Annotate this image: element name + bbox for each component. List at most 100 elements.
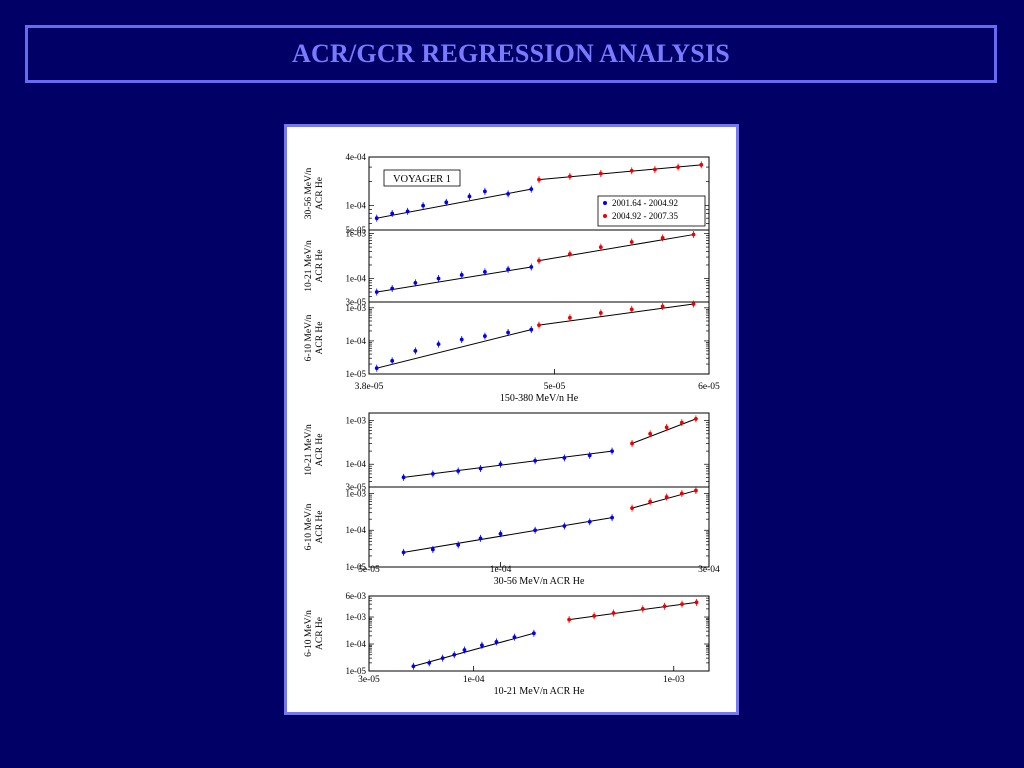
legend-marker bbox=[603, 214, 607, 218]
data-point bbox=[413, 348, 418, 353]
y-tick-label: 3e-05 bbox=[346, 482, 367, 492]
y-tick-label: 1e-05 bbox=[346, 666, 367, 676]
y-tick-label: 1e-03 bbox=[346, 488, 367, 498]
data-point bbox=[512, 635, 517, 640]
y-tick-label: 1e-04 bbox=[346, 201, 367, 211]
data-point bbox=[568, 315, 572, 320]
data-point bbox=[568, 252, 572, 256]
data-point bbox=[467, 194, 472, 199]
fit-line bbox=[376, 266, 532, 293]
y-tick-label: 1e-04 bbox=[346, 525, 367, 535]
data-point bbox=[374, 290, 379, 294]
data-point bbox=[694, 600, 699, 605]
data-point bbox=[459, 337, 464, 342]
data-point bbox=[436, 342, 441, 347]
data-point bbox=[456, 542, 461, 547]
data-point bbox=[630, 441, 634, 446]
y-tick-label: 1e-03 bbox=[346, 303, 367, 313]
data-point bbox=[598, 245, 603, 249]
figure-frame: 4e-04 1e-04 5e-05 30-56 MeV/n ACR He 1e-03 1e-… bbox=[284, 124, 739, 715]
plot-panel bbox=[368, 412, 710, 488]
data-point bbox=[506, 191, 510, 196]
data-point bbox=[694, 488, 698, 493]
data-point bbox=[498, 462, 503, 467]
data-point bbox=[506, 267, 510, 272]
y-tick-label: 1e-05 bbox=[346, 562, 367, 572]
data-point bbox=[506, 330, 510, 335]
fit-line bbox=[631, 490, 697, 509]
data-point bbox=[568, 174, 572, 179]
data-point bbox=[411, 664, 416, 669]
data-point bbox=[494, 639, 499, 644]
data-point bbox=[562, 455, 567, 460]
y-axis-label: ACR He bbox=[315, 434, 325, 467]
data-point bbox=[598, 311, 603, 315]
data-point bbox=[691, 232, 696, 237]
data-point bbox=[680, 602, 684, 607]
data-point bbox=[430, 471, 435, 476]
data-point bbox=[436, 276, 441, 281]
data-point bbox=[630, 506, 634, 511]
x-tick-label: 1e-04 bbox=[463, 675, 485, 685]
fit-line bbox=[376, 329, 532, 369]
data-point bbox=[421, 203, 425, 208]
y-axis-label: 6-10 MeV/n bbox=[304, 610, 314, 657]
data-point bbox=[664, 425, 669, 430]
y-tick-label: 1e-03 bbox=[346, 229, 367, 239]
data-point bbox=[562, 524, 567, 528]
x-axis-label: 30-56 MeV/n ACR He bbox=[494, 576, 585, 587]
plot-panel bbox=[368, 486, 710, 568]
data-point bbox=[611, 611, 616, 615]
fit-line bbox=[403, 450, 613, 478]
slide-title-box: ACR/GCR REGRESSION ANALYSIS bbox=[25, 25, 997, 83]
data-point bbox=[699, 162, 704, 167]
x-tick-label: 5e-05 bbox=[358, 565, 380, 575]
x-tick-label: 1e-03 bbox=[663, 675, 685, 685]
y-axis-label: 6-10 MeV/n bbox=[304, 314, 314, 361]
data-point bbox=[629, 168, 634, 173]
data-point bbox=[529, 265, 534, 269]
data-point bbox=[648, 431, 653, 436]
y-tick-label: 1e-04 bbox=[346, 274, 367, 284]
y-tick-label: 5e-05 bbox=[346, 225, 367, 235]
data-point bbox=[390, 211, 395, 216]
y-axis-label: ACR He bbox=[315, 617, 325, 650]
slide-title: ACR/GCR REGRESSION ANALYSIS bbox=[292, 39, 730, 68]
data-point bbox=[374, 216, 379, 221]
x-tick-label: 6e-05 bbox=[698, 382, 720, 392]
data-point bbox=[664, 495, 669, 499]
plot-panel bbox=[368, 595, 710, 672]
data-point bbox=[480, 643, 484, 648]
data-point bbox=[610, 515, 614, 520]
x-tick-label: 5e-05 bbox=[544, 382, 566, 392]
data-point bbox=[660, 304, 665, 309]
x-tick-label: 3e-04 bbox=[698, 565, 720, 575]
data-point bbox=[405, 209, 410, 214]
data-point bbox=[598, 171, 603, 176]
data-point bbox=[430, 547, 435, 552]
data-point bbox=[660, 236, 665, 240]
data-point bbox=[444, 200, 449, 205]
y-axis-label: 10-21 MeV/n bbox=[304, 424, 314, 476]
x-tick-label: 3.8e-05 bbox=[355, 382, 384, 392]
x-axis-label: 150-380 MeV/n He bbox=[500, 393, 579, 404]
data-point bbox=[483, 270, 487, 274]
y-axis-label: 10-21 MeV/n bbox=[304, 240, 314, 292]
data-point bbox=[587, 453, 592, 458]
data-point bbox=[478, 536, 483, 541]
data-point bbox=[440, 656, 445, 661]
fit-line bbox=[569, 601, 697, 621]
data-point bbox=[640, 606, 645, 611]
data-point bbox=[629, 307, 634, 312]
data-point bbox=[390, 286, 395, 291]
data-point bbox=[567, 617, 572, 622]
data-point bbox=[462, 648, 467, 652]
fit-line bbox=[538, 303, 694, 326]
data-point bbox=[478, 466, 483, 471]
legend-label: 2001.64 - 2004.92 bbox=[612, 198, 678, 208]
data-point bbox=[533, 528, 538, 533]
y-tick-label: 1e-03 bbox=[346, 416, 367, 426]
legend-label: 2004.92 - 2007.35 bbox=[612, 211, 678, 221]
y-tick-label: 3e-05 bbox=[346, 297, 367, 307]
